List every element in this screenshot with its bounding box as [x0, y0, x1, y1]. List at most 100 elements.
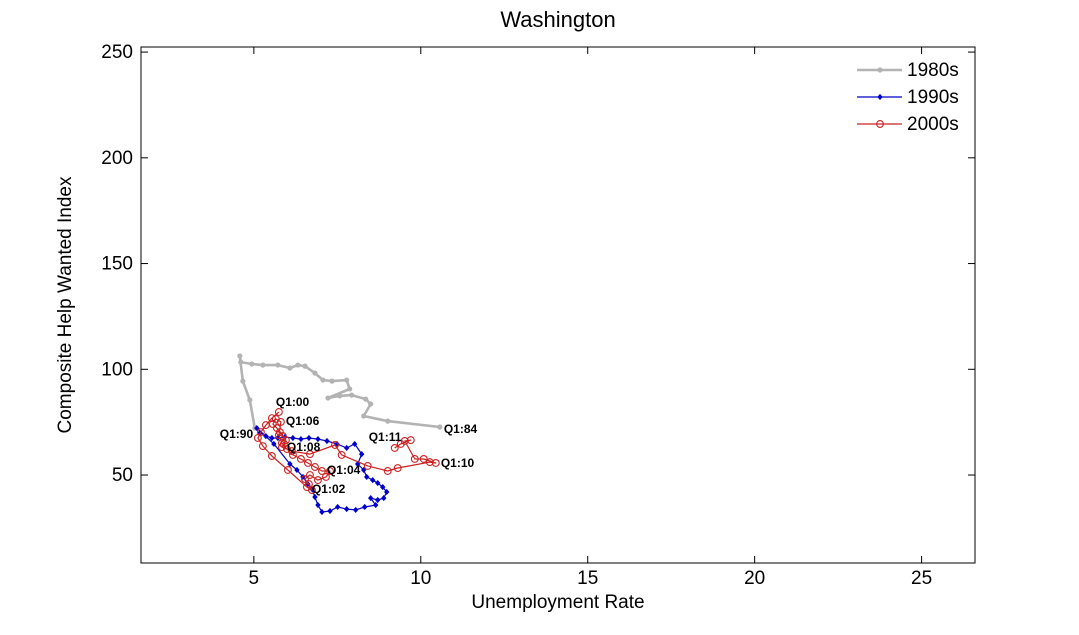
diamond-marker [877, 93, 883, 101]
open-circle-marker [305, 471, 314, 479]
open-circle-marker [253, 434, 262, 442]
annotation-label: Q1:10 [441, 456, 475, 470]
dot-marker [325, 395, 331, 401]
series-2000s [253, 408, 440, 494]
open-circle-marker [267, 414, 276, 423]
diamond-marker [343, 444, 350, 452]
diamond-marker [375, 479, 381, 487]
annotation-label: Q1:08 [287, 440, 321, 454]
diamond-marker [287, 460, 293, 468]
dot-marker [363, 396, 369, 402]
open-circle-marker [363, 461, 372, 470]
diamond-marker [375, 496, 381, 504]
annotation-label: Q1:04 [327, 463, 361, 477]
open-circle-marker [283, 466, 292, 474]
open-circle-marker [406, 436, 415, 445]
dot-marker [240, 378, 246, 384]
dot-marker [295, 362, 301, 368]
annotation-label: Q1:90 [220, 427, 254, 441]
annotation-label: Q1:02 [312, 482, 346, 496]
dot-marker [437, 424, 443, 430]
dot-marker [237, 353, 243, 359]
dot-marker [287, 365, 293, 371]
annotations: Q1:00 Q1:06 Q1:90 Q1:08 Q1:04 Q1:02 Q1:11 Q1:84… [220, 395, 478, 496]
diamond-marker [363, 473, 370, 481]
diamond-marker [358, 450, 365, 458]
annotation-label: Q1:84 [444, 422, 478, 436]
open-circle-marker [419, 455, 428, 463]
dot-marker [385, 418, 391, 424]
plot-area [140, 46, 976, 564]
open-circle-marker [300, 475, 309, 483]
diamond-marker [315, 435, 321, 443]
diamond-marker [294, 466, 300, 474]
open-circle-marker [313, 476, 322, 485]
legend-item-2000s: 2000s [857, 114, 959, 135]
dot-marker [337, 393, 343, 399]
open-circle-marker [337, 450, 346, 459]
x-tick-label: 5 [249, 568, 260, 589]
diamond-marker [254, 424, 260, 432]
open-circle-marker [267, 452, 276, 460]
open-circle-marker [322, 472, 330, 481]
open-circle-marker [304, 480, 313, 489]
dot-marker [320, 377, 326, 383]
diamond-marker [312, 493, 318, 501]
chart-title: Washington [500, 7, 615, 32]
diamond-marker [343, 505, 350, 513]
open-circle-marker [383, 467, 392, 475]
diamond-marker [263, 433, 269, 440]
legend-label: 1980s [907, 60, 959, 81]
diamond-marker [319, 508, 325, 516]
dot-marker [347, 386, 353, 392]
dot-marker [275, 362, 281, 368]
dot-marker [877, 67, 883, 73]
dot-marker [238, 359, 244, 365]
y-tick-label: 150 [101, 254, 133, 275]
y-tick-label: 250 [101, 42, 133, 63]
diamond-marker [368, 494, 374, 502]
open-circle-marker [410, 455, 419, 463]
x-tick-label: 15 [577, 568, 598, 589]
open-circle-marker [281, 436, 290, 445]
dot-marker [361, 413, 367, 419]
open-circle-marker [288, 450, 297, 459]
diamond-marker [271, 440, 277, 448]
diamond-marker [324, 437, 330, 445]
dot-marker [249, 361, 255, 367]
dot-marker [329, 378, 335, 384]
open-circle-marker [303, 459, 312, 467]
open-circle-marker [258, 442, 267, 451]
diamond-marker [269, 434, 275, 442]
open-circle-marker [287, 447, 296, 456]
dot-marker [312, 370, 318, 376]
legend-item-1980s: 1980s [857, 60, 959, 81]
open-circle-marker [318, 467, 326, 475]
diamond-marker [373, 501, 379, 509]
diamond-marker [381, 494, 387, 502]
open-circle-marker [876, 120, 884, 128]
dot-marker [368, 401, 374, 407]
diamond-marker [298, 435, 304, 443]
open-circle-marker [305, 450, 314, 459]
open-circle-marker [393, 464, 402, 472]
open-circle-marker [331, 441, 339, 449]
y-tick-label: 200 [101, 148, 133, 169]
annotation-label: Q1:11 [369, 430, 402, 444]
x-axis-ticks: 5 10 15 20 25 [249, 47, 932, 589]
diamond-marker [361, 503, 368, 511]
diamond-marker [315, 501, 321, 509]
open-circle-marker [274, 408, 283, 416]
y-axis-label: Composite Help Wanted Index [55, 176, 76, 433]
x-tick-label: 20 [744, 568, 765, 589]
diamond-marker [306, 434, 312, 442]
open-circle-marker [396, 439, 405, 448]
legend-item-1990s: 1990s [857, 87, 959, 108]
legend-label: 2000s [907, 114, 959, 135]
annotation-label: Q1:06 [286, 414, 320, 428]
dot-marker [260, 362, 266, 368]
x-tick-label: 10 [410, 568, 431, 589]
open-circle-marker [277, 443, 286, 452]
